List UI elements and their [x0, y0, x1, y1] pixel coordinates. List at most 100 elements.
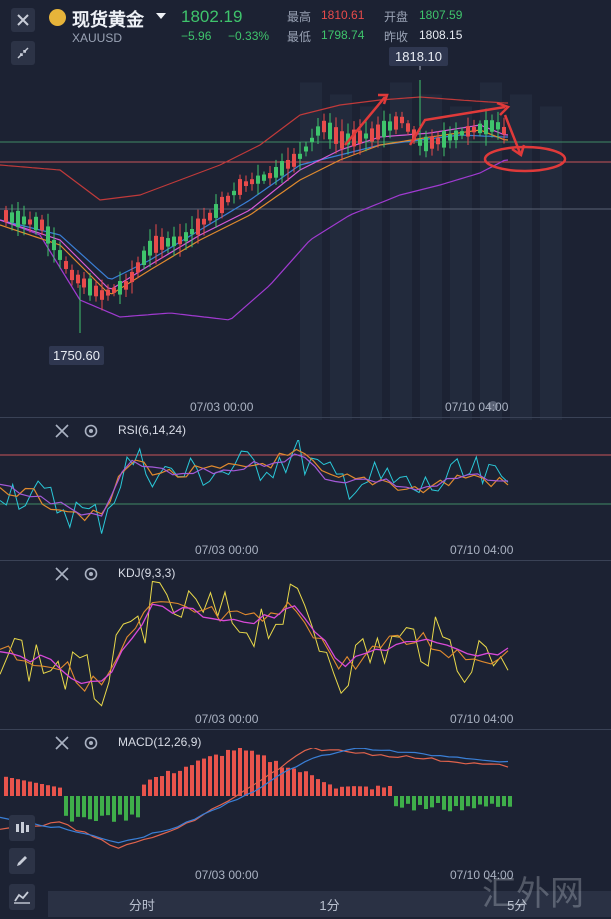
rsi-line [0, 453, 509, 517]
macd-histogram-bar [148, 779, 152, 796]
rsi-line [0, 440, 509, 534]
candle [448, 134, 452, 141]
candle [124, 281, 128, 290]
candle [424, 136, 428, 152]
candle [88, 278, 92, 296]
macd-histogram-bar [64, 796, 68, 816]
macd-histogram-bar [262, 755, 266, 796]
tab-timeshare[interactable]: 分时 [128, 897, 155, 913]
macd-histogram-bar [346, 786, 350, 796]
candle [154, 235, 158, 253]
candle [454, 130, 458, 141]
close-button[interactable] [11, 8, 35, 32]
macd-histogram-bar [100, 796, 104, 816]
macd-histogram-bar [28, 781, 32, 796]
kdj-settings-icon[interactable] [83, 566, 99, 587]
macd-histogram-bar [82, 796, 86, 818]
period-tab-bar: 分时 1分 5分 [48, 891, 611, 917]
macd-histogram-bar [58, 787, 62, 796]
macd-histogram-bar [124, 796, 128, 821]
macd-histogram-bar [472, 796, 476, 809]
candle [4, 210, 8, 222]
macd-close-icon[interactable] [55, 736, 69, 755]
candle [28, 219, 32, 225]
kdj-close-icon[interactable] [55, 567, 69, 586]
boll-lower-line [0, 159, 509, 321]
macd-histogram-bar [394, 796, 398, 807]
instrument-name[interactable]: 现货黄金 [72, 10, 144, 30]
candle [310, 137, 314, 143]
macd-histogram-bar [358, 786, 362, 796]
divider [0, 729, 611, 730]
macd-histogram-bar [52, 786, 56, 796]
macd-histogram-bar [448, 796, 452, 812]
macd-histogram-bar [274, 760, 278, 796]
macd-histogram-bar [286, 767, 290, 796]
scroll-dot [488, 401, 498, 411]
price-change: −5.96 [181, 29, 212, 43]
macd-settings-icon[interactable] [83, 735, 99, 756]
kdj-title: KDJ(9,3,3) [118, 566, 176, 580]
candle [130, 271, 134, 283]
macd-chart [0, 748, 512, 849]
candle [466, 126, 470, 137]
candle [472, 126, 476, 133]
macd-histogram-bar [136, 796, 140, 818]
macd-histogram-bar [406, 796, 410, 804]
prev-close-value: 1808.15 [419, 28, 463, 42]
kdj-k-line [0, 603, 509, 685]
macd-histogram-bar [496, 796, 500, 807]
rsi-line [0, 448, 509, 522]
ma-line [0, 124, 509, 290]
chart-type-button[interactable] [9, 884, 35, 910]
annotation-arrow [496, 101, 511, 116]
candles-icon [16, 822, 29, 833]
macd-histogram-bar [22, 780, 26, 796]
candle [16, 210, 20, 228]
macd-histogram-bar [376, 785, 380, 796]
candle [160, 236, 164, 250]
macd-histogram-bar [154, 776, 158, 796]
pencil-icon [17, 856, 27, 866]
open-label: 开盘 [384, 10, 409, 24]
macd-histogram-bar [328, 784, 332, 796]
candle [442, 131, 446, 148]
price-change-pct: −0.33% [228, 29, 270, 43]
candle [232, 190, 236, 196]
kdj-j-line [0, 580, 509, 707]
rsi-close-icon[interactable] [55, 424, 69, 443]
candle [298, 153, 302, 159]
divider [0, 417, 611, 418]
macd-histogram-bar [94, 796, 98, 821]
macd-histogram-bar [16, 779, 20, 796]
draw-tool-button[interactable] [9, 848, 35, 874]
tab-5min[interactable]: 5分 [507, 897, 528, 913]
macd-histogram-bar [184, 766, 188, 796]
candle [94, 285, 98, 297]
macd-histogram-bar [34, 782, 38, 796]
low-value: 1798.74 [321, 28, 365, 42]
dropdown-caret-icon[interactable] [156, 13, 166, 19]
macd-histogram-bar [190, 765, 194, 796]
candlestick-chart[interactable] [0, 45, 611, 420]
rsi-title: RSI(6,14,24) [118, 423, 187, 437]
collapse-icon [17, 47, 29, 59]
candle [58, 250, 62, 260]
candle [250, 179, 254, 185]
kdj-chart [0, 580, 509, 707]
candle [142, 250, 146, 266]
candle [400, 116, 404, 124]
macd-histogram-bar [430, 796, 434, 808]
macd-histogram-bar [382, 787, 386, 796]
indicator-tool-button[interactable] [9, 815, 35, 841]
collapse-button[interactable] [11, 41, 35, 65]
candle [346, 133, 350, 145]
rsi-settings-icon[interactable] [83, 423, 99, 444]
macd-histogram-bar [88, 796, 92, 820]
candle [46, 226, 50, 244]
candle [460, 131, 464, 136]
macd-histogram-bar [142, 784, 146, 796]
candle [430, 136, 434, 149]
annotation-arrow [408, 105, 506, 146]
tab-1min[interactable]: 1分 [319, 897, 340, 913]
